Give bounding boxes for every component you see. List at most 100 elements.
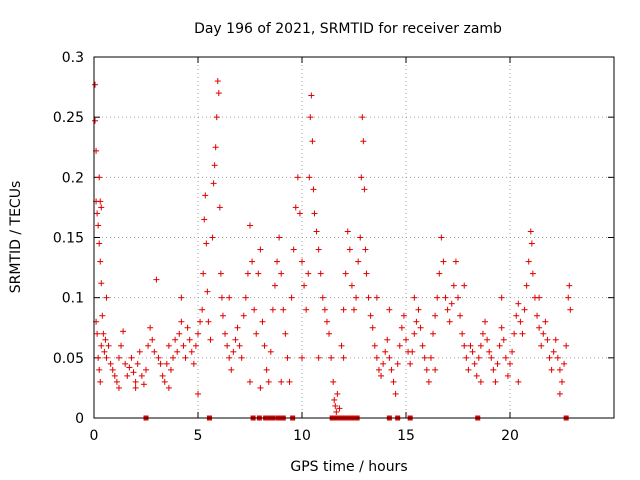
data-point [515, 300, 522, 307]
data-point [307, 114, 314, 121]
data-point [192, 342, 199, 349]
data-point [360, 138, 367, 145]
data-point [390, 378, 397, 385]
data-point [452, 258, 459, 265]
data-point [98, 280, 105, 287]
data-point [400, 312, 407, 319]
data-point [299, 258, 305, 265]
data-point [217, 270, 224, 277]
data-point [566, 282, 573, 289]
data-point [310, 186, 317, 193]
data-point [421, 354, 428, 361]
data-point [498, 324, 505, 331]
data-point [479, 330, 486, 337]
data-point [145, 342, 152, 349]
data-point [373, 294, 380, 301]
data-point [290, 246, 297, 253]
data-point [165, 342, 172, 349]
data-point [559, 378, 565, 385]
data-point [261, 342, 268, 349]
data-point [519, 330, 526, 337]
data-point [442, 294, 449, 301]
x-axis-label: GPS time / hours [290, 459, 407, 475]
data-point [496, 342, 503, 349]
data-point [467, 342, 474, 349]
x-tick-label: 5 [194, 428, 203, 444]
data-point [174, 348, 181, 355]
data-point [244, 270, 251, 277]
data-point [498, 294, 505, 301]
x-tick-label: 15 [397, 428, 415, 444]
data-point [369, 324, 376, 331]
data-point [292, 204, 299, 211]
data-point [96, 366, 103, 373]
data-point [459, 330, 466, 337]
data-point [432, 312, 439, 319]
data-point [288, 294, 295, 301]
data-point [306, 174, 313, 181]
data-point [190, 360, 197, 367]
data-point [153, 276, 160, 283]
data-point [100, 330, 107, 337]
data-point [197, 318, 204, 325]
x-tick-label: 10 [293, 428, 311, 444]
data-point [92, 81, 99, 88]
data-point [212, 144, 219, 151]
data-point [461, 282, 468, 289]
data-point [218, 294, 225, 301]
data-point [226, 294, 233, 301]
data-point [207, 336, 214, 343]
data-point [358, 174, 365, 181]
data-point [211, 162, 218, 169]
data-point [149, 336, 156, 343]
data-point [161, 378, 168, 385]
data-point [102, 336, 109, 343]
data-point [180, 342, 187, 349]
y-tick-label: 0.15 [53, 231, 84, 247]
data-point [373, 354, 380, 361]
data-point [118, 342, 125, 349]
data-point [296, 210, 303, 217]
data-point [210, 180, 217, 187]
data-point [550, 348, 557, 355]
data-point [216, 204, 223, 211]
data-point [552, 336, 559, 343]
data-point [255, 270, 262, 277]
data-point [242, 294, 249, 301]
data-point [438, 234, 445, 241]
data-point [238, 354, 245, 361]
data-point [147, 324, 154, 331]
data-point [486, 348, 493, 355]
data-point [517, 318, 524, 325]
data-point [440, 258, 447, 265]
data-point [427, 354, 434, 361]
data-point [432, 366, 439, 373]
data-point [226, 354, 233, 361]
data-point [199, 306, 206, 313]
data-point [151, 348, 158, 355]
data-point [567, 306, 574, 313]
data-point [249, 258, 256, 265]
data-point [334, 390, 341, 397]
data-point [176, 330, 183, 337]
data-point [332, 402, 339, 409]
data-point [384, 336, 391, 343]
data-point [523, 282, 530, 289]
data-point [101, 348, 108, 355]
data-point [388, 366, 395, 373]
data-point [500, 336, 507, 343]
data-point [488, 354, 495, 361]
data-point [195, 390, 201, 397]
data-point [565, 294, 572, 301]
data-point [317, 270, 324, 277]
data-point [371, 342, 378, 349]
data-point [382, 348, 389, 355]
data-point [184, 324, 191, 331]
data-point [328, 354, 335, 361]
data-point [278, 270, 285, 277]
data-point [502, 354, 509, 361]
data-point [450, 282, 457, 289]
data-point [97, 378, 104, 385]
data-point [188, 348, 195, 355]
data-points [92, 78, 574, 421]
